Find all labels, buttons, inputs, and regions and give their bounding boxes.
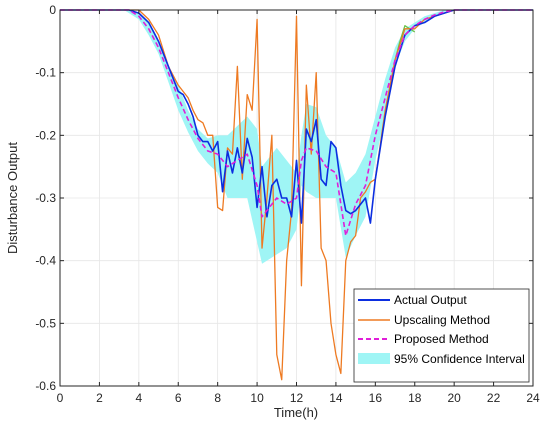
- legend-label-upscaling-method: Upscaling Method: [394, 313, 490, 327]
- series-line-proposed-method: [60, 9, 533, 237]
- x-tick-label: 0: [57, 391, 64, 405]
- x-tick-label: 18: [408, 391, 422, 405]
- y-tick-label: -0.2: [35, 128, 56, 142]
- legend: Actual Output Upscaling Method Proposed …: [353, 288, 530, 383]
- y-axis-label: Disturbance Output: [5, 142, 20, 254]
- legend-swatch-confidence-interval: [358, 353, 390, 364]
- axis-ticks: 0 2 4 6 8 10 12 14 16 18 20 22 240-0.1-0.2-0.3-0.4-0…: [35, 3, 540, 405]
- x-tick-label: 24: [526, 391, 540, 405]
- x-tick-label: 6: [175, 391, 182, 405]
- y-tick-label: -0.3: [35, 191, 56, 205]
- x-tick-label: 2: [96, 391, 103, 405]
- x-tick-label: 20: [447, 391, 461, 405]
- y-tick-label: -0.1: [35, 66, 56, 80]
- series-layer: [60, 9, 533, 381]
- x-tick-label: 16: [369, 391, 383, 405]
- y-tick-label: -0.5: [35, 316, 56, 330]
- y-tick-label: -0.6: [35, 379, 56, 393]
- x-tick-label: 22: [487, 391, 501, 405]
- x-axis-label: Time(h): [274, 405, 318, 420]
- x-tick-label: 8: [214, 391, 221, 405]
- x-tick-label: 14: [329, 391, 343, 405]
- legend-label-confidence-interval: 95% Confidence Interval: [394, 352, 525, 366]
- confidence-band-layer: [60, 10, 533, 264]
- legend-box: [353, 288, 530, 383]
- x-tick-label: 10: [250, 391, 264, 405]
- series-line-actual-output: [60, 9, 533, 224]
- legend-label-proposed-method: Proposed Method: [394, 332, 489, 346]
- x-tick-label: 4: [135, 391, 142, 405]
- confidence-interval-band: [60, 10, 533, 264]
- x-tick-label: 12: [290, 391, 304, 405]
- legend-label-actual-output: Actual Output: [394, 293, 467, 307]
- y-tick-label: -0.4: [35, 254, 56, 268]
- y-tick-label: 0: [49, 3, 56, 17]
